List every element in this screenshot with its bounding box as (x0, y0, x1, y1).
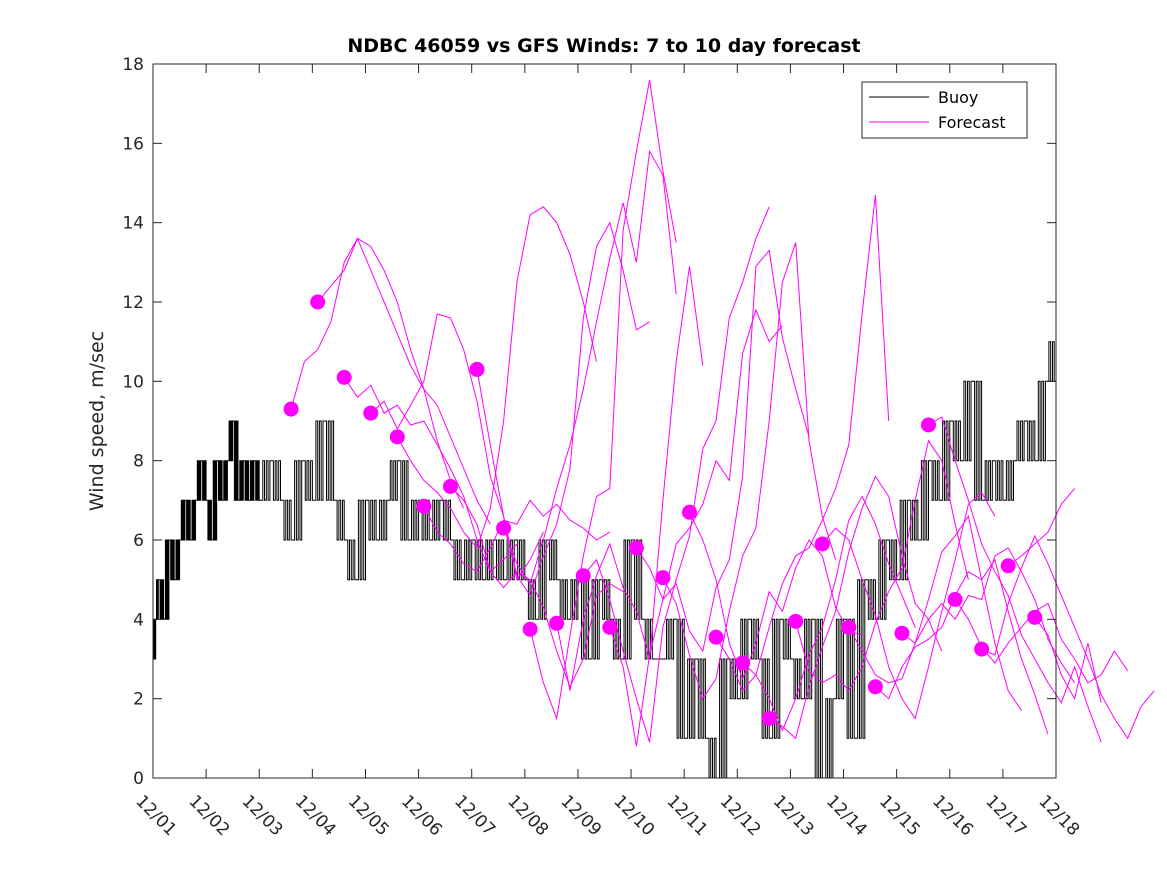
forecast-marker (416, 498, 432, 514)
forecast-marker (947, 592, 963, 607)
forecast-line (290, 237, 465, 509)
y-tick-label: 16 (122, 134, 144, 154)
forecast-line (928, 416, 1102, 743)
forecast-marker (894, 625, 910, 641)
forecast-marker (310, 294, 326, 310)
y-axis: 0 2 4 6 8 10 12 14 16 18 (122, 55, 1056, 789)
forecast-line (529, 79, 677, 721)
forecast-marker (522, 621, 538, 637)
forecast-marker (469, 361, 485, 377)
forecast-line (370, 313, 544, 581)
y-tick-label: 2 (133, 690, 144, 710)
forecast-line (343, 377, 518, 573)
plot-frame (152, 63, 1057, 779)
forecast-line (1034, 617, 1102, 703)
forecast-line (1007, 488, 1075, 567)
forecast-line (848, 514, 1022, 711)
forecast-line (635, 249, 810, 653)
legend-box (861, 81, 1028, 139)
plot-area (153, 64, 1056, 778)
forecast-marker (761, 711, 777, 726)
forecast-line (556, 266, 704, 691)
forecast-marker (921, 417, 937, 433)
y-axis-label: Wind speed, m/sec (86, 331, 108, 511)
buoy-series (153, 341, 1057, 779)
forecast-marker (814, 536, 830, 552)
forecast-line (396, 206, 597, 549)
forecast-marker (708, 629, 724, 645)
forecast-marker (655, 570, 671, 586)
forecast-line (503, 149, 677, 585)
forecast-line (582, 206, 770, 743)
legend-label-buoy: Buoy (938, 88, 978, 107)
forecast-markers (283, 294, 1043, 726)
forecast-line (742, 495, 916, 732)
y-tick-label: 8 (133, 452, 144, 472)
y-tick-label: 14 (122, 214, 144, 234)
y-tick-label: 0 (133, 769, 144, 789)
forecast-marker (867, 679, 883, 695)
forecast-line (981, 534, 1155, 740)
forecast-marker (549, 615, 565, 631)
forecast-line (317, 237, 491, 525)
forecast-line (423, 499, 611, 573)
forecast-marker (442, 478, 458, 494)
y-tick-label: 12 (122, 293, 144, 313)
y-tick-label: 18 (122, 55, 144, 75)
forecast-line (821, 491, 996, 720)
forecast-line (795, 439, 969, 692)
buoy-line (153, 341, 1057, 779)
forecast-marker (735, 655, 751, 671)
forecast-marker (974, 641, 990, 657)
y-tick-label: 6 (133, 531, 144, 551)
forecast-marker (389, 429, 405, 445)
forecast-marker (1000, 558, 1016, 574)
forecast-marker (788, 613, 804, 629)
forecast-marker (336, 369, 352, 385)
forecast-marker (1027, 609, 1043, 625)
forecast-line (662, 242, 837, 700)
forecast-line (715, 194, 890, 692)
y-tick-label: 10 (122, 372, 144, 392)
forecast-line (875, 558, 1049, 735)
forecast-marker (841, 619, 857, 635)
legend: Buoy Forecast (861, 81, 1028, 139)
forecast-marker (575, 568, 591, 584)
legend-label-forecast: Forecast (938, 113, 1006, 132)
y-tick-label: 4 (133, 610, 144, 630)
forecast-marker (363, 405, 379, 421)
forecast-marker (496, 520, 512, 536)
forecast-marker (681, 504, 697, 520)
forecast-marker (602, 619, 618, 635)
forecast-line (609, 308, 783, 747)
forecast-line (768, 475, 943, 740)
chart-title: NDBC 46059 vs GFS Winds: 7 to 10 day for… (347, 35, 860, 57)
forecast-marker (628, 540, 644, 556)
forecast-marker (283, 401, 299, 417)
forecast-line (689, 511, 863, 681)
forecast-line (450, 486, 624, 689)
